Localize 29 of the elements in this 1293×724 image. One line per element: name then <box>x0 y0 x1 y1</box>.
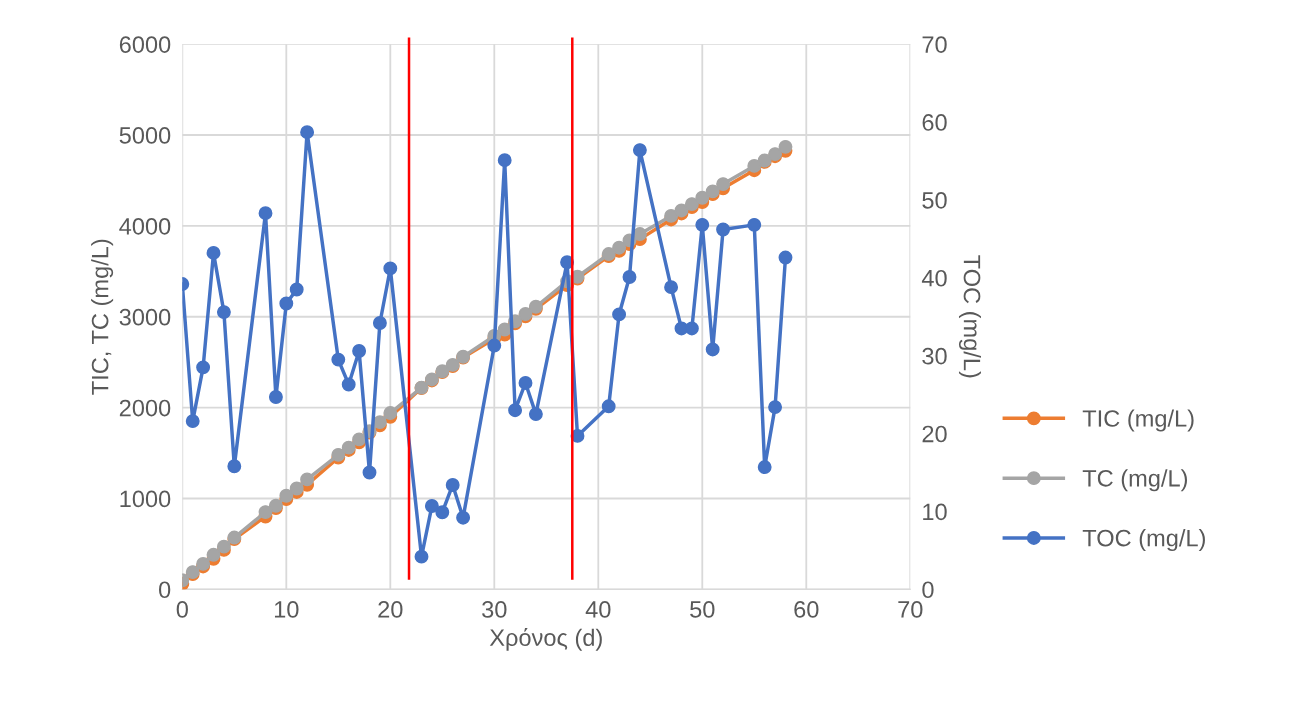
x-tick-label: 40 <box>585 601 611 618</box>
y2-tick-label: 50 <box>922 192 947 209</box>
y2-tick-label: 30 <box>922 347 947 365</box>
legend-label: TIC (mg/L) <box>1082 409 1194 432</box>
y-tick-label: 3000 <box>119 308 171 326</box>
x-tick-label: 50 <box>690 601 715 618</box>
y-tick-label: 6000 <box>119 36 171 53</box>
y2-tick-label: 10 <box>923 503 947 521</box>
y2-tick-label: 0 <box>922 581 934 599</box>
y-tick-label: 5000 <box>119 127 171 144</box>
y-tick-label: 4000 <box>119 217 171 235</box>
x-tick-label: 0 <box>176 601 188 618</box>
x-tick-label: 20 <box>378 601 403 618</box>
x-axis-title: Χρόνος (d) <box>489 628 602 651</box>
legend-label: TOC (mg/L) <box>1082 529 1205 552</box>
x-tick-label: 30 <box>482 601 507 618</box>
y2-axis-title: TOC (mg/L) <box>958 255 981 378</box>
y-tick-label: 0 <box>158 581 171 599</box>
y2-tick-label: 60 <box>922 114 947 131</box>
x-tick-label: 10 <box>274 601 299 618</box>
y2-tick-label: 40 <box>921 269 947 287</box>
x-tick-label: 70 <box>898 601 923 618</box>
legend-label: TC (mg/L) <box>1082 469 1188 492</box>
y-tick-label: 2000 <box>119 399 171 417</box>
x-tick-label: 60 <box>794 601 819 618</box>
y2-tick-label: 70 <box>922 36 947 53</box>
y2-tick-label: 20 <box>922 425 947 443</box>
y-axis-title: TIC, TC (mg/L) <box>91 239 114 395</box>
y-tick-label: 1000 <box>120 490 171 508</box>
